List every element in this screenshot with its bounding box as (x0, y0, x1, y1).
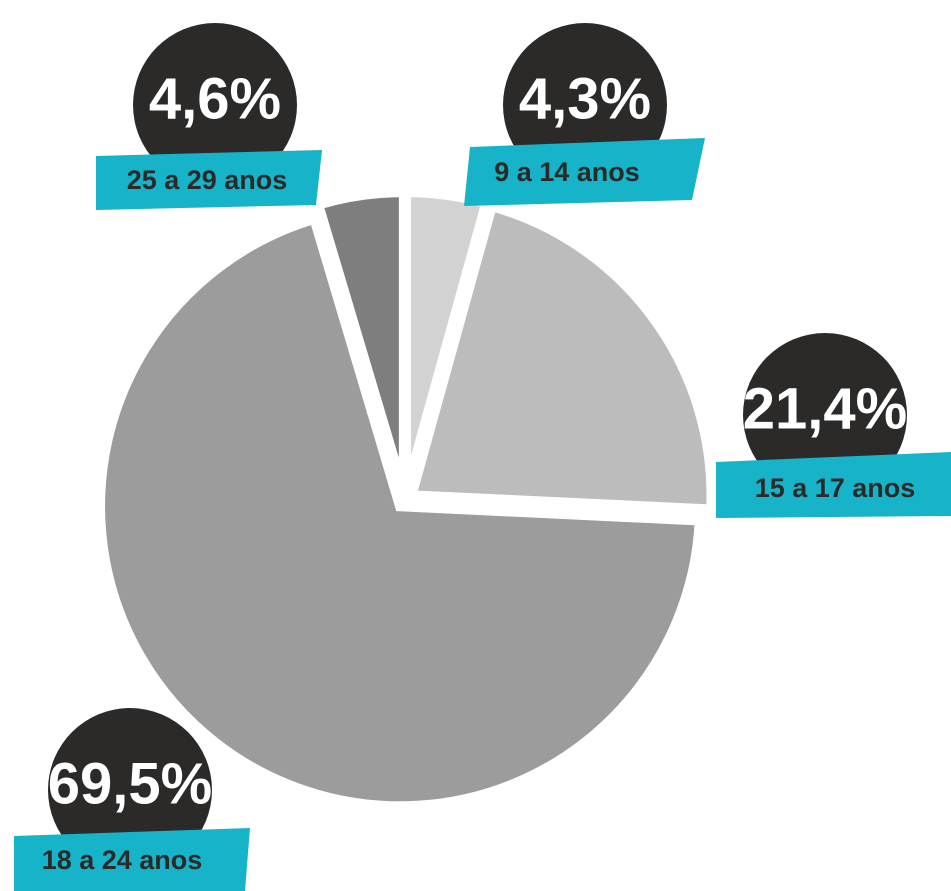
value-label: 4,3% (519, 66, 651, 131)
chart: 4,3% 9 a 14 anos 21,4% 15 a 17 anos 69,5% 18 … (0, 0, 951, 891)
category-label: 15 a 17 anos (755, 473, 916, 503)
category-label: 18 a 24 anos (42, 845, 203, 875)
category-label: 25 a 29 anos (127, 165, 288, 195)
value-label: 69,5% (48, 751, 212, 816)
category-label: 9 a 14 anos (494, 157, 640, 187)
value-label: 4,6% (149, 66, 281, 131)
value-label: 21,4% (743, 376, 907, 441)
